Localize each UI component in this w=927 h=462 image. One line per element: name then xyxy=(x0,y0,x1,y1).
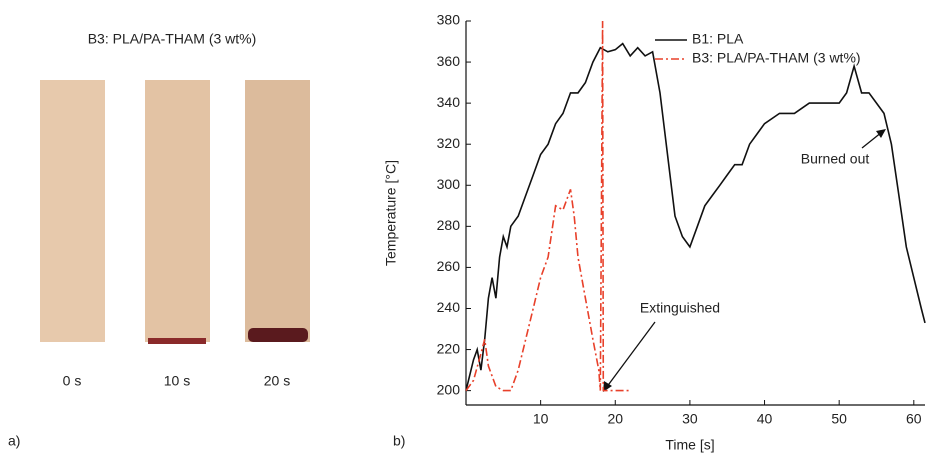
y-tick-label: 220 xyxy=(437,340,461,356)
panel-tag: a) xyxy=(8,433,20,449)
x-tick-label: 10 xyxy=(533,411,549,427)
photo xyxy=(245,80,310,342)
x-tick-label: 20 xyxy=(607,411,623,427)
photo-burn xyxy=(148,338,206,344)
photo xyxy=(40,80,105,342)
y-axis-label: Temperature [°C] xyxy=(383,160,399,266)
arrow-head xyxy=(603,381,612,392)
y-tick-label: 360 xyxy=(437,53,461,69)
x-tick-label: 60 xyxy=(906,411,922,427)
y-tick-label: 320 xyxy=(437,135,461,151)
photo-label: 20 s xyxy=(264,373,290,389)
annotation: Extinguished xyxy=(640,300,720,316)
x-tick-label: 30 xyxy=(682,411,698,427)
y-tick-label: 340 xyxy=(437,94,461,110)
annotation-arrow xyxy=(605,321,656,389)
y-tick-label: 260 xyxy=(437,258,461,274)
photo xyxy=(145,80,210,342)
y-tick-label: 380 xyxy=(437,12,461,28)
annotation: Burned out xyxy=(801,151,870,167)
x-tick-label: 40 xyxy=(757,411,773,427)
panel-tag: b) xyxy=(393,433,405,449)
legend-label: B1: PLA xyxy=(692,31,744,47)
y-tick-label: 300 xyxy=(437,176,461,192)
arrow-head xyxy=(876,129,886,138)
y-tick-label: 280 xyxy=(437,217,461,233)
x-tick-label: 50 xyxy=(831,411,847,427)
panel-title: B3: PLA/PA-THAM (3 wt%) xyxy=(88,31,257,47)
legend-label: B3: PLA/PA-THAM (3 wt%) xyxy=(692,50,861,66)
series-line xyxy=(465,20,631,392)
photo-burn xyxy=(248,328,308,342)
y-tick-label: 240 xyxy=(437,299,461,315)
series-line xyxy=(465,42,926,391)
photo-label: 10 s xyxy=(164,373,190,389)
y-tick-label: 200 xyxy=(437,381,461,397)
photo-label: 0 s xyxy=(63,373,82,389)
x-axis-label: Time [s] xyxy=(665,437,714,453)
